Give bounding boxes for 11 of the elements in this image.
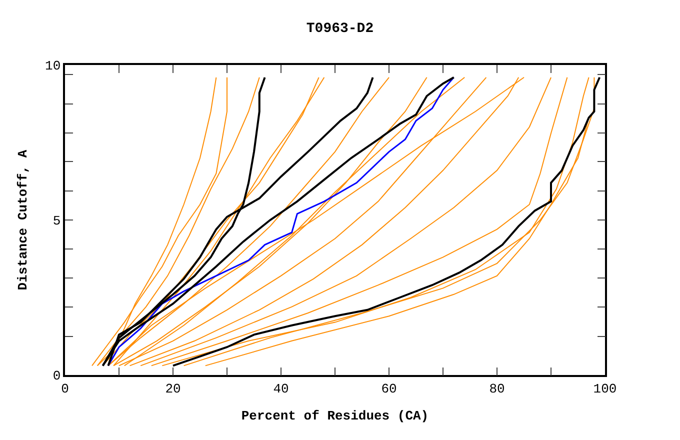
x-tick-label: 60 bbox=[381, 381, 397, 396]
x-axis-title: Percent of Residues (CA) bbox=[241, 408, 429, 424]
x-tick-label: 20 bbox=[165, 381, 181, 396]
chart-title: T0963-D2 bbox=[306, 20, 374, 37]
x-tick-label: 80 bbox=[489, 381, 505, 396]
y-axis-title: Distance Cutoff, A bbox=[15, 150, 30, 290]
x-tick-label: 40 bbox=[273, 381, 289, 396]
y-tick-label: 10 bbox=[45, 58, 61, 74]
y-tick-label: 5 bbox=[52, 214, 61, 229]
x-tick-label: 100 bbox=[593, 381, 617, 396]
y-tick-label: 0 bbox=[52, 368, 61, 384]
